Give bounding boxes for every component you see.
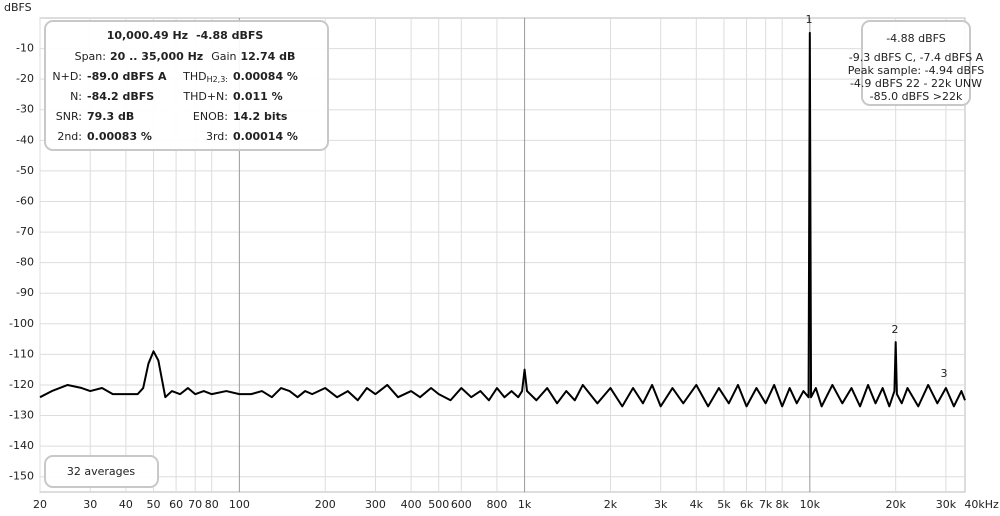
readout-value: -84.2 dBFS xyxy=(87,90,154,103)
label: THD+N: xyxy=(182,90,228,103)
level-main: -4.88 dBFS xyxy=(886,32,946,45)
readout-label: 2nd: xyxy=(57,130,82,143)
readout-label: N+D: xyxy=(52,70,82,83)
x-tick-label: 800 xyxy=(486,498,507,511)
y-tick-label: -20 xyxy=(16,72,34,85)
y-tick-label: -110 xyxy=(9,347,34,360)
x-tick-label: 40kHz xyxy=(964,498,999,511)
label: ENOB: xyxy=(193,110,228,123)
x-tick-label: 40 xyxy=(119,498,133,511)
readout-label: N: xyxy=(70,90,82,103)
x-tick-label: 1k xyxy=(518,498,532,511)
label: N+D: xyxy=(52,70,82,83)
x-tick-label: 5k xyxy=(717,498,731,511)
x-tick-label: 30k xyxy=(936,498,957,511)
x-tick-label: 7k xyxy=(759,498,773,511)
x-tick-label: 4k xyxy=(690,498,704,511)
harmonic-label: 2 xyxy=(892,323,899,336)
readout-label: THD+N: xyxy=(182,90,228,103)
y-tick-label: -150 xyxy=(9,470,34,483)
y-tick-label: -80 xyxy=(16,256,34,269)
readout-label: SNR: xyxy=(56,110,82,123)
harmonic-label: 3 xyxy=(941,367,948,380)
span: 20 .. 35,000 Hz xyxy=(110,50,203,63)
y-tick-label: -10 xyxy=(16,42,34,55)
y-tick-label: -130 xyxy=(9,409,34,422)
level-box xyxy=(861,20,971,106)
label: SNR: xyxy=(56,110,82,123)
readout-value: 0.00084 % xyxy=(233,70,298,83)
readout-value: 79.3 dB xyxy=(87,110,134,123)
readout-header: 10,000.49 Hz -4.88 dBFS xyxy=(107,29,264,42)
x-tick-label: 30 xyxy=(83,498,97,511)
averages: 32 averages xyxy=(67,465,136,478)
x-tick-label: 300 xyxy=(365,498,386,511)
x-tick-label: 3k xyxy=(654,498,668,511)
readout-label: ENOB: xyxy=(193,110,228,123)
readout-box xyxy=(44,20,329,151)
x-tick-label: 20k xyxy=(885,498,906,511)
harmonic-label: 1 xyxy=(806,13,813,26)
level-line: -9.3 dBFS C, -7.4 dBFS A xyxy=(849,51,984,64)
spectrum-line xyxy=(39,31,966,408)
y-tick-label: -120 xyxy=(9,378,34,391)
x-tick-label: 8k xyxy=(775,498,789,511)
readout-value: -89.0 dBFS A xyxy=(87,70,167,83)
x-tick-label: 20 xyxy=(33,498,47,511)
y-tick-label: -100 xyxy=(9,317,34,330)
label: N: xyxy=(70,90,82,103)
x-tick-label: 50 xyxy=(147,498,161,511)
x-tick-label: 10k xyxy=(800,498,821,511)
y-tick-label: -40 xyxy=(16,133,34,146)
span-label: Span: xyxy=(75,50,106,63)
label: THD xyxy=(182,70,206,83)
label: 3rd: xyxy=(206,130,228,143)
y-tick-label: -60 xyxy=(16,194,34,207)
label-sub: H2,3: xyxy=(207,75,228,84)
x-tick-label: 400 xyxy=(401,498,422,511)
gain-label: Gain xyxy=(211,50,236,63)
span-row: Span: 20 .. 35,000 Hz Gain 12.74 dB xyxy=(75,50,296,63)
level-line: -4.9 dBFS 22 - 22k UNW xyxy=(850,77,982,90)
readout-label: 3rd: xyxy=(206,130,228,143)
gain: 12.74 dB xyxy=(241,50,296,63)
averages-box xyxy=(44,455,159,488)
level-line: -85.0 dBFS >22k xyxy=(870,90,963,103)
label: 2nd: xyxy=(57,130,82,143)
y-tick-label: -70 xyxy=(16,225,34,238)
frequency: 10,000.49 Hz xyxy=(107,29,188,42)
x-tick-label: 60 xyxy=(169,498,183,511)
readout-value: 0.00014 % xyxy=(233,130,298,143)
x-tick-label: 200 xyxy=(315,498,336,511)
readout-value: 0.011 % xyxy=(233,90,283,103)
y-tick-label: -50 xyxy=(16,164,34,177)
readout-value: 0.00083 % xyxy=(87,130,152,143)
x-tick-label: 2k xyxy=(604,498,618,511)
readout-value: 14.2 bits xyxy=(233,110,288,123)
x-tick-label: 500 xyxy=(428,498,449,511)
x-tick-label: 600 xyxy=(451,498,472,511)
y-tick-label: -30 xyxy=(16,103,34,116)
level: -4.88 dBFS xyxy=(196,29,263,42)
readout-label: THDH2,3: xyxy=(182,70,228,84)
y-tick-label: -90 xyxy=(16,286,34,299)
x-tick-label: 100 xyxy=(229,498,250,511)
x-tick-label: 70 xyxy=(188,498,202,511)
level-line: Peak sample: -4.94 dBFS xyxy=(848,64,984,77)
x-tick-label: 6k xyxy=(740,498,754,511)
y-axis-label: dBFS xyxy=(4,1,32,14)
x-tick-label: 80 xyxy=(205,498,219,511)
y-tick-label: -140 xyxy=(9,439,34,452)
